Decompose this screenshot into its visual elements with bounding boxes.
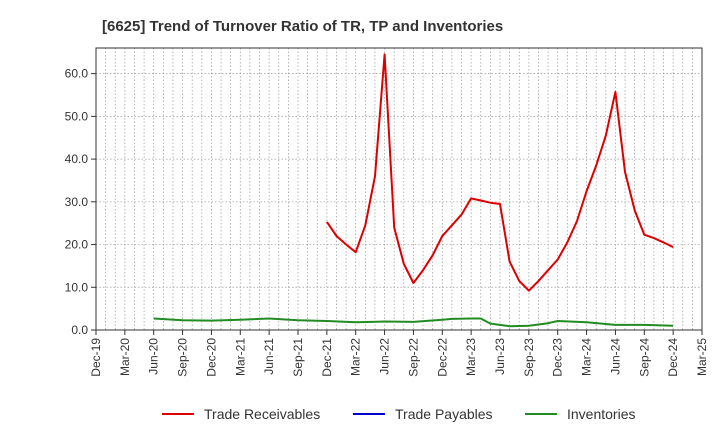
x-tick-label: Sep-24	[637, 338, 651, 377]
x-tick-label: Jun-24	[608, 338, 622, 375]
y-tick-label: 50.0	[65, 109, 89, 123]
x-tick-label: Mar-22	[349, 338, 363, 376]
y-tick-label: 60.0	[65, 67, 89, 81]
x-tick-label: Dec-20	[204, 338, 218, 377]
plot-area	[153, 53, 674, 328]
x-tick-label: Jun-21	[262, 338, 276, 375]
y-axis: 0.0 10.0 20.0 30.0 40.0 50.0 60.0	[65, 67, 96, 337]
x-tick-label: Dec-21	[320, 338, 334, 377]
legend-label-trade-receivables: Trade Receivables	[204, 406, 320, 422]
x-tick-label: Mar-25	[695, 338, 709, 376]
legend-label-inventories: Inventories	[567, 406, 635, 422]
plot-frame	[95, 47, 703, 331]
grid	[96, 48, 702, 330]
x-tick-label: Dec-24	[666, 338, 680, 377]
x-tick-label: Mar-24	[580, 338, 594, 376]
x-tick-label: Jun-22	[378, 338, 392, 375]
x-tick-label: Mar-21	[233, 338, 247, 376]
series-line-trade-receivables	[326, 53, 674, 292]
x-tick-label: Sep-22	[406, 338, 420, 377]
y-tick-label: 20.0	[65, 238, 89, 252]
x-tick-label: Dec-23	[551, 338, 565, 377]
y-tick-label: 10.0	[65, 280, 89, 294]
x-tick-label: Dec-22	[435, 338, 449, 377]
y-tick-label: 0.0	[71, 323, 88, 337]
x-tick-label: Dec-19	[89, 338, 103, 377]
legend-label-trade-payables: Trade Payables	[395, 406, 493, 422]
x-tick-label: Jun-20	[147, 338, 161, 375]
y-tick-label: 40.0	[65, 152, 89, 166]
x-tick-label: Jun-23	[493, 338, 507, 375]
x-axis: Dec-19 Mar-20 Jun-20 Sep-20 Dec-20 Mar-21 Jun-…	[89, 330, 709, 377]
y-tick-label: 30.0	[65, 195, 89, 209]
x-tick-label: Mar-20	[118, 338, 132, 376]
x-tick-label: Sep-20	[176, 338, 190, 377]
legend: Trade Receivables Trade Payables Inventori…	[162, 406, 635, 422]
series-line-inventories	[153, 317, 674, 328]
x-tick-label: Sep-21	[291, 338, 305, 377]
x-tick-label: Sep-23	[522, 338, 536, 377]
chart-title: [6625] Trend of Turnover Ratio of TR, TP…	[102, 18, 503, 35]
x-tick-label: Mar-23	[464, 338, 478, 376]
